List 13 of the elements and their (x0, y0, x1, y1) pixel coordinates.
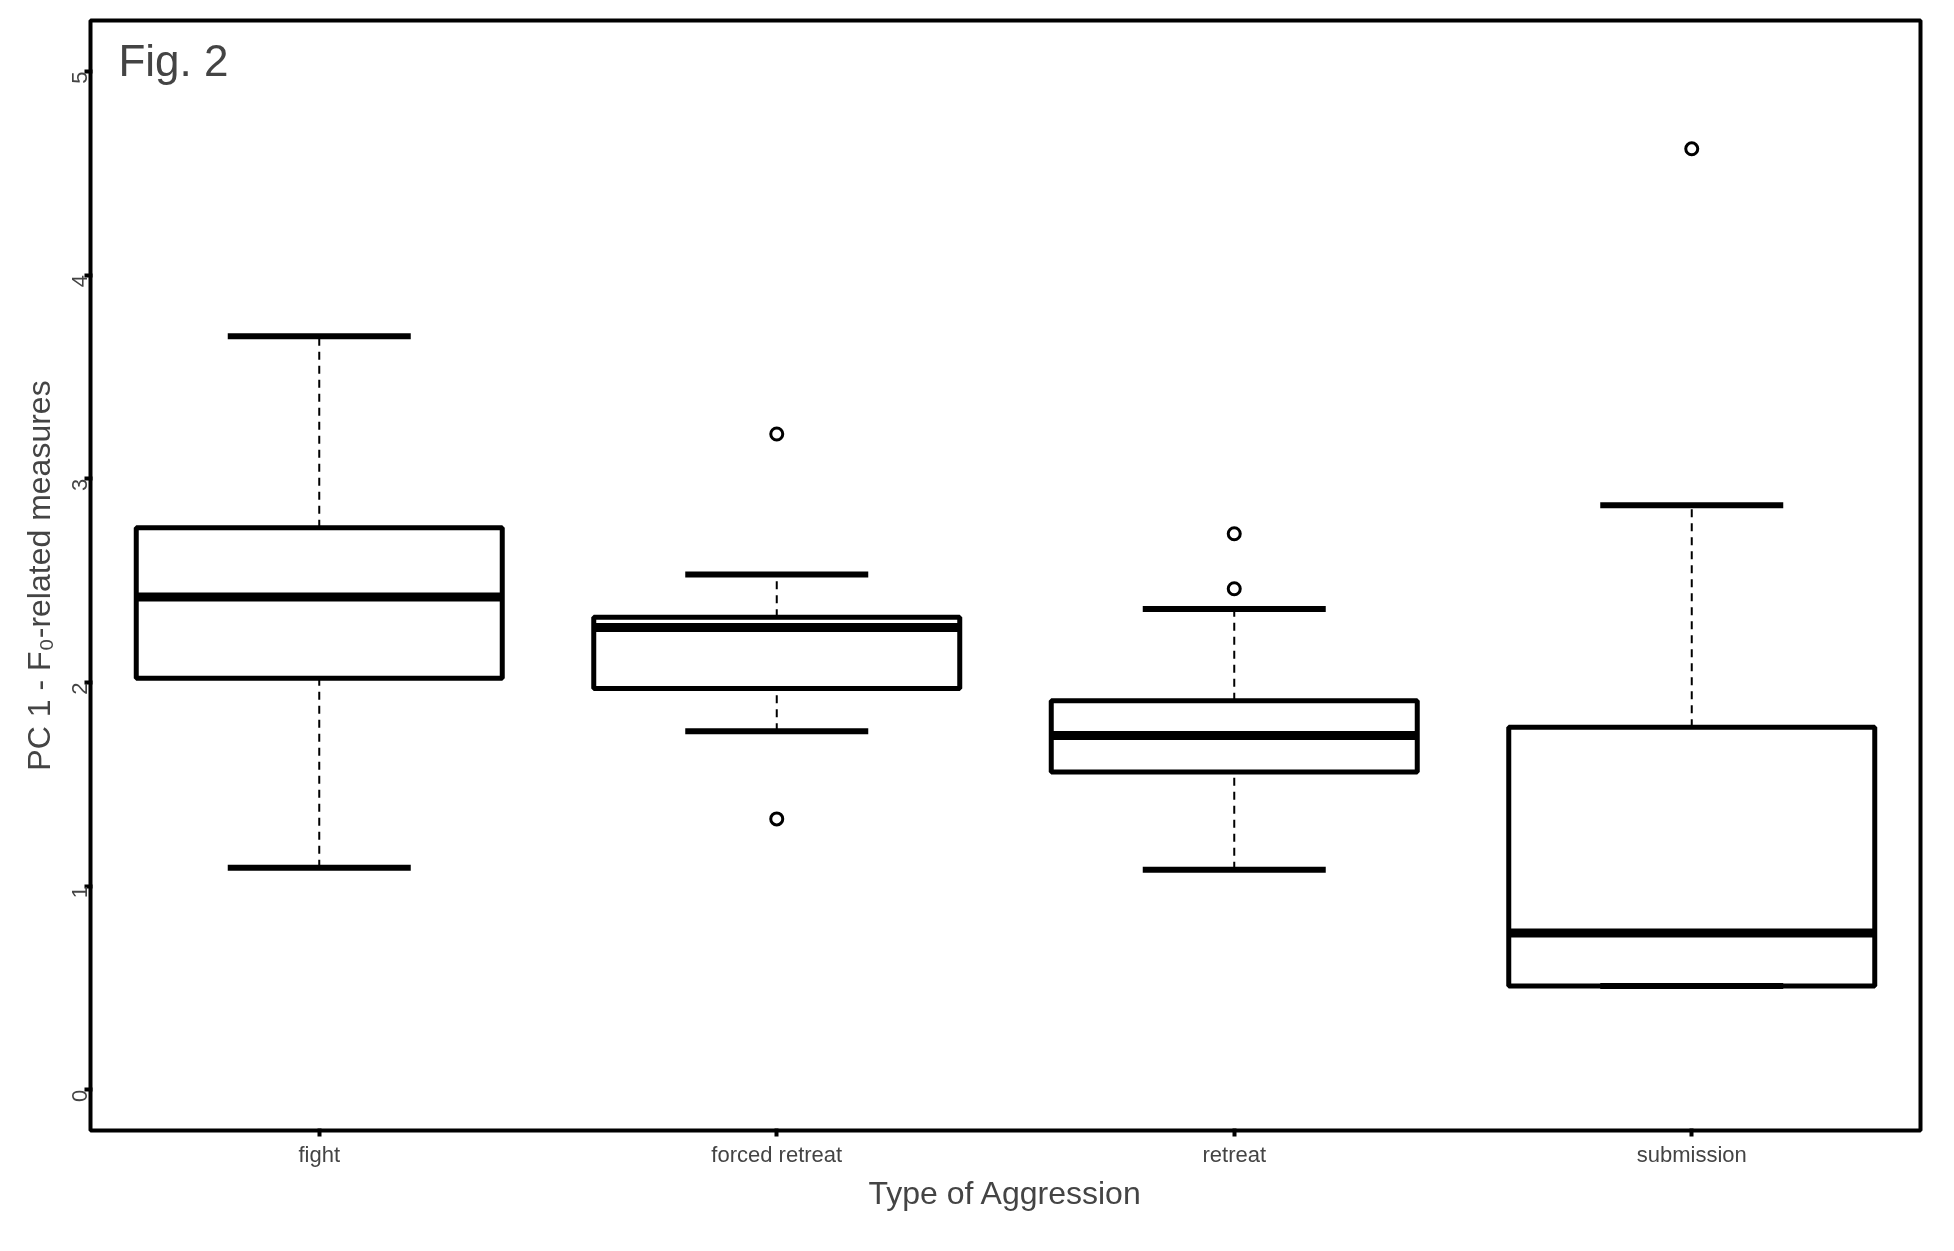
y-tick-label: 4 (67, 275, 92, 288)
annotation: Fig. 2 (118, 35, 229, 85)
x-axis-title: Type of Aggression (868, 1174, 1141, 1211)
x-tick-label: fight (298, 1141, 341, 1167)
y-tick-label: 3 (67, 478, 92, 491)
x-tick-label: retreat (1202, 1141, 1267, 1167)
y-axis-title: PC 1 - F₀-related measures (20, 380, 57, 771)
y-tick-label: 5 (67, 71, 92, 84)
x-tick-label: submission (1636, 1141, 1747, 1167)
y-tick-label: 2 (67, 682, 92, 695)
x-tick-label: forced retreat (711, 1141, 843, 1167)
y-tick-label: 0 (67, 1089, 92, 1102)
y-tick-label: 1 (67, 886, 92, 899)
